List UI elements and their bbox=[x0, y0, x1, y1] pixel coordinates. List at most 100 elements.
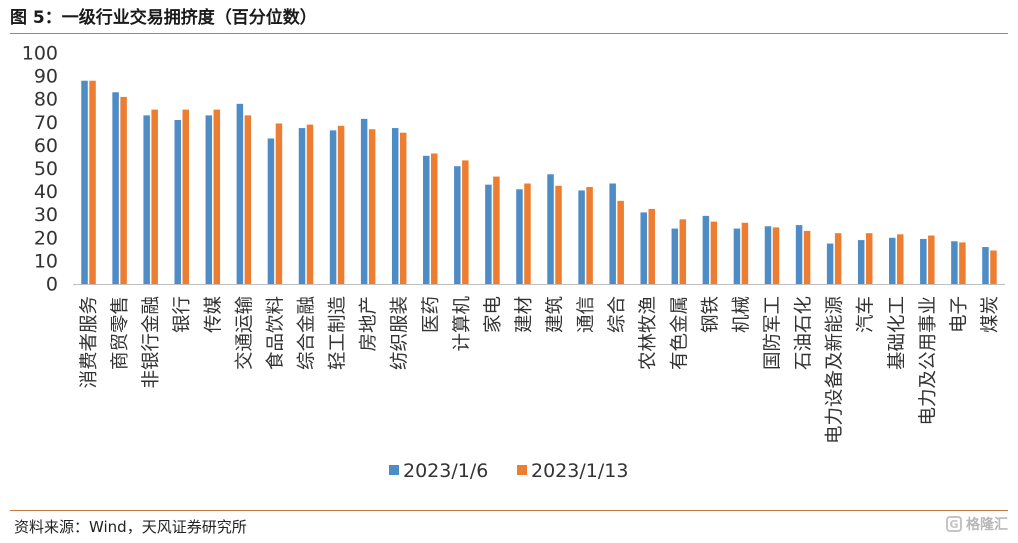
bar-series-1 bbox=[671, 228, 679, 284]
bar-series-1 bbox=[236, 103, 244, 284]
x-tick-label: 医药 bbox=[421, 296, 442, 333]
bar-series-1 bbox=[702, 215, 710, 284]
x-tick-label: 基础化工 bbox=[887, 296, 908, 370]
bar-series-2 bbox=[399, 132, 407, 284]
bar-series-1 bbox=[454, 166, 461, 284]
bar-series-2 bbox=[368, 129, 376, 284]
bar-series-2 bbox=[213, 109, 221, 284]
bar-series-1 bbox=[826, 243, 834, 284]
bar-series-1 bbox=[764, 226, 772, 284]
bar-series-2 bbox=[928, 235, 935, 284]
bar-series-1 bbox=[112, 92, 119, 285]
x-tick-label: 钢铁 bbox=[700, 296, 721, 333]
x-tick-label: 电力设备及新能源 bbox=[825, 296, 846, 444]
x-tick-label: 电力及公用事业 bbox=[918, 296, 939, 426]
x-tick-label: 农林牧渔 bbox=[638, 296, 659, 370]
bar-series-1 bbox=[795, 225, 803, 284]
bar-series-2 bbox=[865, 233, 873, 284]
bar-series-1 bbox=[485, 184, 492, 284]
y-tick-label: 20 bbox=[34, 227, 58, 249]
bar-series-1 bbox=[609, 183, 616, 284]
bar-series-2 bbox=[151, 109, 158, 284]
bar-series-2 bbox=[648, 208, 655, 284]
x-tick-label: 综合 bbox=[607, 296, 628, 333]
bar-series-2 bbox=[710, 221, 718, 284]
y-tick-label: 70 bbox=[34, 112, 58, 134]
legend: 2023/1/6 2023/1/13 bbox=[389, 460, 628, 482]
y-tick-label: 40 bbox=[34, 181, 58, 203]
y-tick-label: 50 bbox=[34, 158, 58, 180]
y-tick-label: 0 bbox=[46, 274, 58, 296]
bar-series-2 bbox=[306, 124, 314, 284]
bar-series-1 bbox=[547, 174, 554, 284]
legend-label-1: 2023/1/6 bbox=[403, 460, 488, 482]
bar-series-1 bbox=[174, 119, 181, 285]
bar-series-2 bbox=[803, 230, 811, 284]
x-axis: 消费者服务 商贸零售 非银行金融 银行 传媒 交通运输 食品饮料 综合金融 轻工制造 房地产 纺织服… bbox=[73, 284, 1005, 444]
bar-series-2 bbox=[617, 200, 624, 284]
x-tick-label: 通信 bbox=[576, 296, 597, 333]
bar-series-1 bbox=[360, 118, 368, 284]
footer-divider bbox=[10, 510, 1008, 511]
bar-series-1 bbox=[516, 189, 523, 284]
bar-series-2 bbox=[89, 80, 96, 284]
x-tick-label: 电子 bbox=[949, 296, 970, 333]
bar-series-2 bbox=[834, 233, 842, 284]
watermark-text: 格隆汇 bbox=[966, 517, 1008, 533]
bar-series-2 bbox=[772, 227, 780, 284]
y-tick-label: 10 bbox=[34, 250, 58, 272]
bar-series-1 bbox=[733, 228, 741, 284]
bar-series-2 bbox=[462, 160, 469, 284]
watermark-logo-icon: G bbox=[946, 516, 962, 532]
x-tick-label: 有色金属 bbox=[669, 296, 690, 370]
x-tick-label: 食品饮料 bbox=[265, 296, 286, 370]
y-tick-label: 80 bbox=[34, 89, 58, 111]
bar-series-1 bbox=[298, 128, 306, 284]
bar-series-1 bbox=[982, 247, 989, 284]
bar-series-2 bbox=[337, 125, 345, 284]
bar-series-2 bbox=[524, 183, 531, 284]
bar-series-1 bbox=[329, 130, 337, 284]
bar-chart: 0102030405060708090100 消费者服务 商贸零售 非银行金融 银行传… bbox=[22, 43, 1005, 482]
bar-series-1 bbox=[951, 241, 958, 284]
bar-series-2 bbox=[431, 153, 438, 284]
y-tick-label: 100 bbox=[22, 43, 58, 65]
x-tick-label: 建材 bbox=[514, 296, 535, 333]
watermark: G 格隆汇 bbox=[946, 514, 1008, 534]
bar-series-1 bbox=[423, 155, 430, 284]
bar-series-2 bbox=[959, 242, 966, 284]
bar-series-1 bbox=[920, 238, 927, 284]
x-tick-label: 交通运输 bbox=[234, 296, 255, 370]
title-divider bbox=[10, 33, 1008, 34]
bar-series-2 bbox=[275, 123, 283, 285]
x-tick-label: 消费者服务 bbox=[79, 296, 100, 389]
bar-series-2 bbox=[244, 115, 252, 285]
bars-group bbox=[81, 80, 997, 285]
bar-series-2 bbox=[679, 219, 687, 284]
y-tick-label: 30 bbox=[34, 204, 58, 226]
bar-series-2 bbox=[493, 176, 500, 284]
bar-series-2 bbox=[120, 96, 127, 284]
bar-series-2 bbox=[586, 186, 593, 284]
x-tick-label: 商贸零售 bbox=[110, 296, 131, 370]
x-tick-label: 综合金融 bbox=[297, 296, 318, 370]
x-tick-label: 房地产 bbox=[359, 296, 380, 352]
x-tick-label: 家电 bbox=[483, 296, 504, 333]
chart-title: 图 5：一级行业交易拥挤度（百分位数） bbox=[10, 8, 317, 28]
x-tick-label: 国防军工 bbox=[763, 296, 784, 370]
legend-label-2: 2023/1/13 bbox=[531, 460, 628, 482]
bar-series-1 bbox=[81, 80, 88, 284]
bar-series-1 bbox=[578, 190, 585, 284]
bar-series-1 bbox=[889, 237, 896, 284]
legend-swatch-1 bbox=[389, 465, 399, 475]
x-tick-label: 计算机 bbox=[452, 296, 473, 352]
legend-swatch-2 bbox=[517, 465, 527, 475]
x-tick-label: 传媒 bbox=[203, 296, 224, 333]
bar-series-2 bbox=[555, 185, 562, 284]
bar-series-2 bbox=[741, 222, 749, 284]
bar-series-1 bbox=[205, 115, 213, 285]
bar-series-2 bbox=[182, 109, 189, 284]
x-tick-label: 汽车 bbox=[856, 296, 877, 333]
source-note: 资料来源：Wind，天风证券研究所 bbox=[14, 518, 247, 536]
y-tick-label: 90 bbox=[34, 66, 58, 88]
